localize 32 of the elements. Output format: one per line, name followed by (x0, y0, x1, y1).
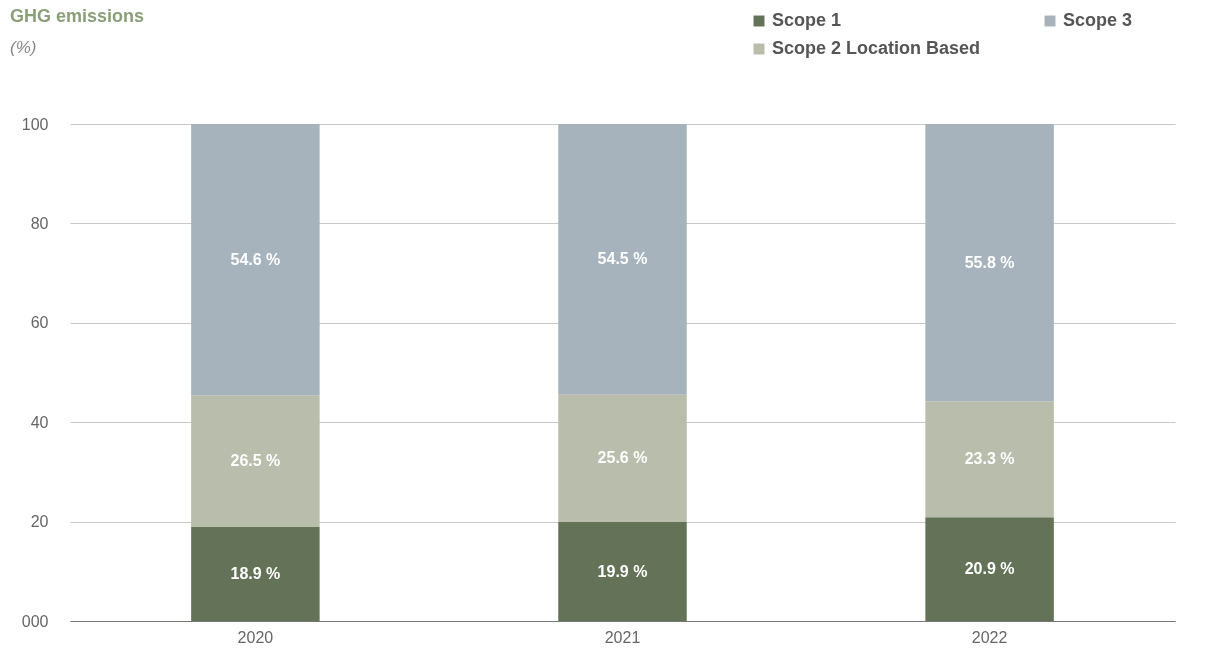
x-tick-label: 2020 (237, 628, 274, 646)
data-label: 54.5 % (597, 250, 648, 268)
data-label: 18.9 % (230, 565, 281, 583)
bar (558, 124, 687, 395)
legend-label: Scope 3 (1063, 10, 1133, 30)
chart-title: GHG emissions (10, 6, 145, 26)
data-label: 20.9 % (964, 560, 1015, 578)
y-tick-label: 000 (21, 612, 49, 630)
data-label: 25.6 % (597, 449, 648, 467)
bar (925, 517, 1054, 621)
legend-label: Scope 2 Location Based (772, 38, 981, 58)
y-tick-label: 100 (21, 115, 49, 133)
x-tick-label: 2022 (971, 628, 1008, 646)
y-tick-label: 80 (30, 214, 49, 232)
data-label: 55.8 % (964, 253, 1015, 271)
x-tick-label: 2021 (604, 628, 641, 646)
bar (558, 394, 687, 523)
y-tick-label: 20 (30, 513, 49, 531)
bar (191, 527, 320, 621)
bar (191, 124, 320, 396)
bar (925, 401, 1054, 518)
data-label: 19.9 % (597, 562, 648, 580)
bar (925, 124, 1054, 402)
chart-subtitle: (%) (10, 38, 37, 57)
data-label: 54.6 % (230, 250, 281, 268)
bar (191, 395, 320, 528)
legend-label: Scope 1 (772, 10, 842, 30)
y-tick-label: 60 (30, 314, 49, 332)
data-label: 26.5 % (230, 452, 281, 470)
bar (558, 522, 687, 621)
data-label: 23.3 % (964, 450, 1015, 468)
y-tick-label: 40 (30, 413, 49, 431)
